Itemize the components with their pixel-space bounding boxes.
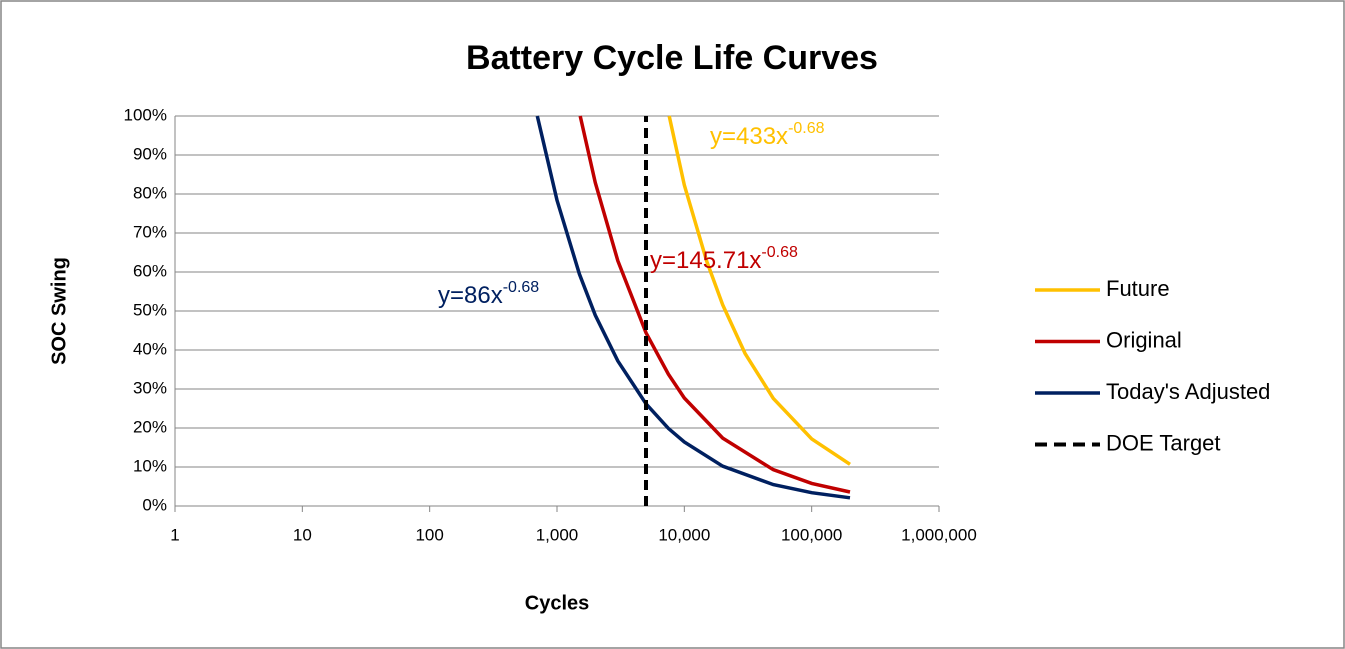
annotation-exponent: -0.68 <box>788 120 825 137</box>
annotation-text: y=433x <box>710 123 788 150</box>
y-tick-label: 50% <box>133 300 167 319</box>
x-tick-label: 100,000 <box>781 525 842 544</box>
y-axis-label: SOC Swing <box>48 257 70 365</box>
y-tick-label: 90% <box>133 144 167 163</box>
legend-label: Future <box>1106 276 1170 301</box>
x-axis-label: Cycles <box>525 592 590 614</box>
x-tick-label: 10 <box>293 525 312 544</box>
y-tick-label: 10% <box>133 456 167 475</box>
series-line <box>535 115 851 500</box>
series-line <box>667 115 851 466</box>
y-tick-label: 0% <box>142 495 167 514</box>
x-tick-label: 1,000,000 <box>901 525 977 544</box>
annotation-exponent: -0.68 <box>761 244 798 261</box>
x-tick-label: 10,000 <box>658 525 710 544</box>
annotation: y=433x-0.68 <box>710 120 825 150</box>
y-tick-label: 100% <box>124 105 167 124</box>
annotation-text: y=145.71x <box>650 247 761 274</box>
legend-label: Today's Adjusted <box>1106 379 1270 404</box>
x-tick-label: 1 <box>170 525 179 544</box>
y-tick-label: 30% <box>133 378 167 397</box>
y-tick-label: 40% <box>133 339 167 358</box>
x-tick-label: 1,000 <box>536 525 579 544</box>
annotation-exponent: -0.68 <box>503 279 540 296</box>
chart-title: Battery Cycle Life Curves <box>466 39 878 77</box>
annotation: y=145.71x-0.68 <box>650 244 798 274</box>
annotation: y=86x-0.68 <box>438 279 539 309</box>
y-tick-label: 70% <box>133 222 167 241</box>
series-line <box>578 115 851 494</box>
legend-label: DOE Target <box>1106 430 1221 455</box>
x-tick-label: 100 <box>415 525 443 544</box>
annotation-text: y=86x <box>438 282 503 309</box>
y-tick-label: 80% <box>133 183 167 202</box>
y-tick-label: 20% <box>133 417 167 436</box>
legend-label: Original <box>1106 327 1182 352</box>
y-tick-label: 60% <box>133 261 167 280</box>
